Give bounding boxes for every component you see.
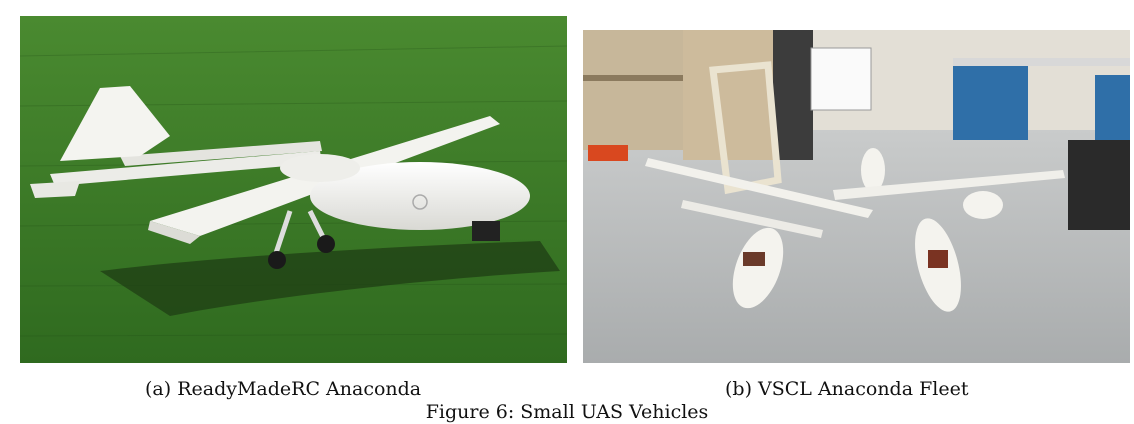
wooden-door [683, 30, 773, 160]
nose-gear [472, 221, 500, 241]
aircraft-shadow [100, 241, 560, 316]
aircraft-fuselage-4 [963, 191, 1003, 219]
photo-vscl-anaconda-fleet [583, 30, 1130, 363]
wooden-stand [709, 61, 782, 195]
anaconda-on-grass-image [20, 16, 567, 363]
fuselage-canopy [280, 154, 360, 182]
photo-readymaderc-anaconda [20, 16, 567, 363]
vertical-tail [60, 86, 170, 161]
tail-boom-upper [120, 141, 322, 166]
horizontal-stabilizer [30, 181, 80, 198]
aircraft-wing-2 [833, 170, 1065, 200]
caption-panel-b: (b) VSCL Anaconda Fleet [725, 378, 969, 400]
aircraft-fuselage-1 [732, 227, 784, 309]
equipment-case [1068, 140, 1130, 230]
poster-board [810, 47, 872, 111]
workbench [953, 58, 1130, 66]
red-bag [588, 145, 628, 161]
blue-cabinet [953, 60, 1028, 140]
shelving [583, 30, 693, 150]
figure-caption: Figure 6: Small UAS Vehicles [425, 401, 709, 423]
anaconda-fleet-lab-image [583, 30, 1130, 363]
aircraft-tail-1 [681, 200, 823, 238]
fuselage-logo [412, 194, 428, 210]
aircraft-wing-1 [645, 158, 873, 218]
blue-cabinet-right [1095, 75, 1130, 145]
aircraft-fuselage-2 [861, 148, 885, 192]
tail-boom [50, 151, 322, 186]
caption-panel-a: (a) ReadyMadeRC Anaconda [145, 378, 422, 400]
fuselage [310, 162, 530, 230]
wheel-right [317, 235, 335, 253]
dark-doorway [773, 30, 813, 160]
wheel-left [268, 251, 286, 269]
